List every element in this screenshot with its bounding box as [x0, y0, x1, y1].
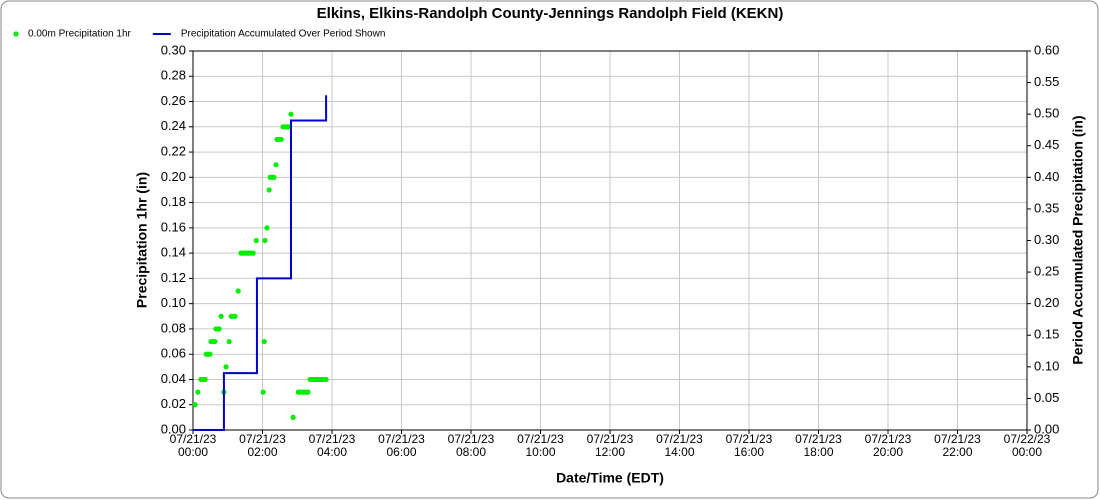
point	[260, 389, 266, 395]
x-tick-label: 07/21/23 16:00	[725, 432, 773, 459]
y-tick-label: 0.28	[161, 68, 186, 83]
x-tick-label: 07/21/23 08:00	[447, 432, 495, 459]
point	[223, 364, 229, 370]
y2-tick-label: 0.00	[1034, 421, 1059, 436]
x-tick-label: 07/21/23 14:00	[656, 432, 703, 459]
y-tick-label: 0.14	[161, 245, 186, 260]
x-tick-label: 07/21/23 10:00	[517, 432, 564, 459]
legend-label: Precipitation Accumulated Over Period Sh…	[181, 29, 386, 40]
x-axis-label: Date/Time (EDT)	[556, 470, 664, 486]
point	[232, 313, 238, 319]
y-tick-label: 0.24	[161, 118, 186, 133]
y-tick-label: 0.18	[161, 194, 186, 209]
legend-marker	[13, 31, 19, 37]
point	[226, 338, 232, 345]
x-tick-label: 07/21/23 06:00	[378, 432, 425, 459]
y-tick-label: 0.12	[161, 270, 186, 285]
x-tick-label: 07/21/23 00:00	[169, 432, 217, 459]
x-tick-label: 07/21/23 12:00	[586, 432, 634, 459]
y2-tick-label: 0.60	[1034, 42, 1059, 57]
point	[290, 414, 296, 420]
point	[192, 402, 198, 408]
point	[216, 326, 222, 332]
point	[253, 237, 259, 244]
y-axis-label: Precipitation 1hr (in)	[134, 172, 150, 308]
point	[218, 313, 224, 319]
point	[262, 237, 268, 244]
y-tick-label: 0.02	[161, 396, 186, 411]
point	[261, 338, 267, 345]
y2-tick-label: 0.55	[1034, 74, 1059, 89]
x-tick-label: 07/21/23 02:00	[239, 432, 286, 459]
point	[212, 338, 218, 345]
y-tick-label: 0.20	[161, 169, 186, 184]
point	[273, 162, 279, 168]
y-tick-label: 0.26	[161, 93, 186, 108]
y-tick-label: 0.10	[161, 295, 186, 310]
y-tick-label: 0.30	[161, 42, 186, 57]
y2-tick-label: 0.05	[1034, 390, 1059, 405]
y2-tick-label: 0.35	[1034, 200, 1059, 215]
y2-tick-label: 0.30	[1034, 232, 1059, 247]
y-tick-label: 0.04	[161, 371, 186, 386]
point	[278, 136, 284, 143]
y-tick-label: 0.16	[161, 219, 186, 234]
x-tick-label: 07/22/23 00:00	[1003, 432, 1051, 459]
chart-title: Elkins, Elkins-Randolph County-Jennings …	[317, 5, 784, 22]
y2-tick-label: 0.45	[1034, 137, 1059, 152]
point	[271, 174, 277, 180]
y2-tick-label: 0.20	[1034, 295, 1059, 310]
y2-axis-label: Period Accumulated Precipitation (in)	[1070, 115, 1086, 364]
point	[323, 376, 329, 383]
point	[250, 250, 256, 256]
point	[207, 351, 213, 357]
point	[202, 376, 208, 383]
y-tick-label: 0.22	[161, 144, 186, 159]
x-tick-label: 07/21/23 20:00	[864, 432, 912, 459]
y2-tick-label: 0.50	[1034, 106, 1059, 121]
y2-tick-label: 0.15	[1034, 327, 1059, 342]
y-tick-label: 0.06	[161, 346, 186, 361]
y2-tick-label: 0.40	[1034, 169, 1059, 184]
line	[193, 95, 328, 431]
legend-label: 0.00m Precipitation 1hr	[28, 29, 132, 40]
point	[305, 389, 311, 395]
point	[195, 389, 201, 395]
x-tick-label: 07/21/23 22:00	[934, 432, 981, 459]
y2-tick-label: 0.10	[1034, 358, 1059, 373]
plot-border	[192, 50, 1028, 431]
x-tick-label: 07/21/23 18:00	[795, 432, 842, 459]
y-tick-label: 0.08	[161, 320, 186, 335]
point	[266, 187, 272, 193]
point	[235, 288, 241, 294]
x-tick-label: 07/21/23 04:00	[308, 432, 356, 459]
y2-tick-label: 0.25	[1034, 264, 1059, 279]
point	[288, 111, 294, 117]
y-tick-label: 0.00	[161, 421, 186, 436]
point	[264, 225, 270, 231]
